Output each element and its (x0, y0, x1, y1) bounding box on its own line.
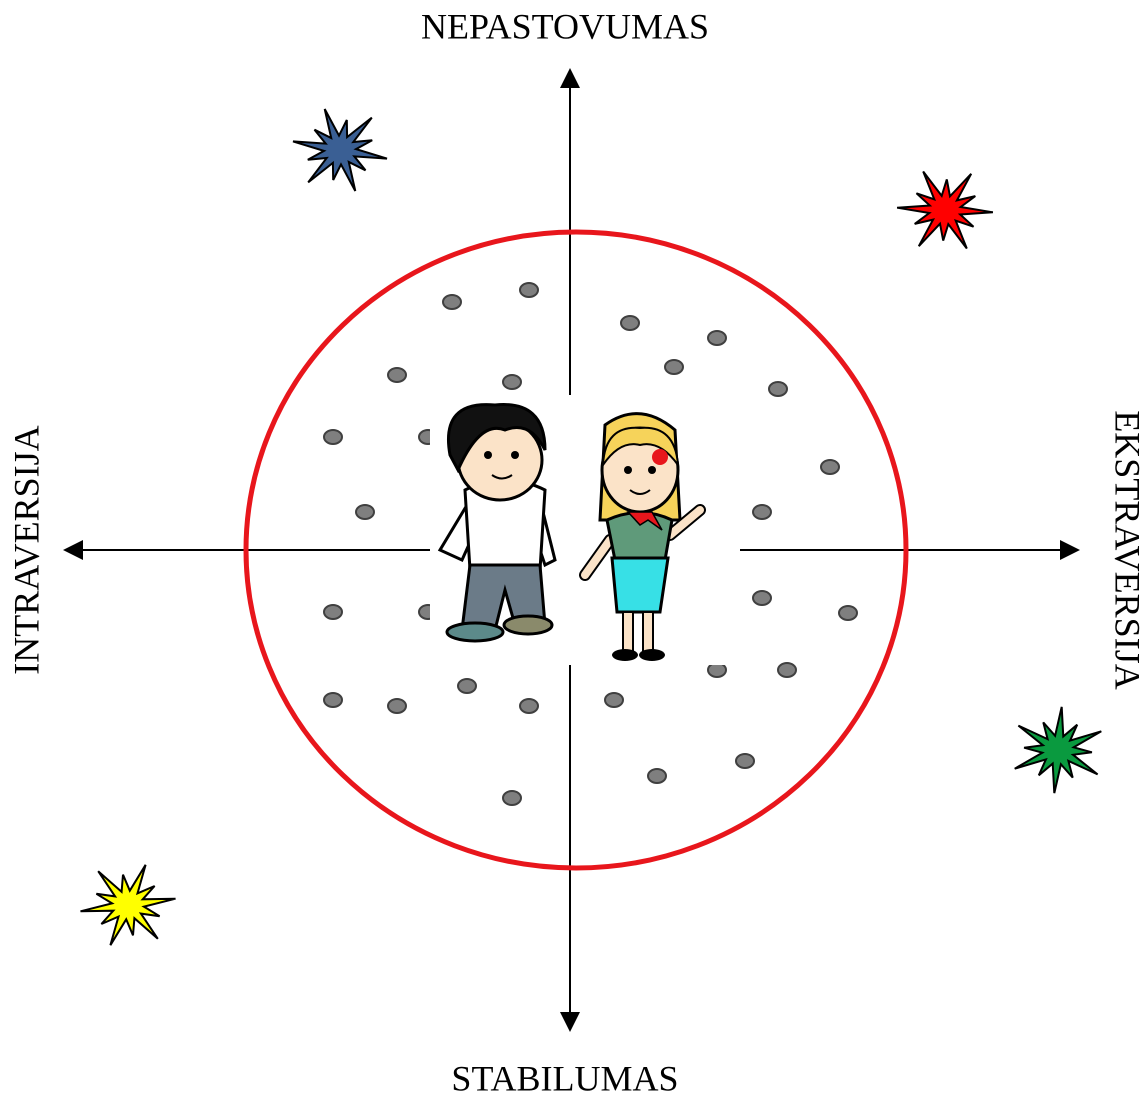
dot (708, 331, 726, 345)
dot (324, 430, 342, 444)
star (81, 865, 176, 945)
page: {"labels": {"top": "NEPASTOVUMAS", "bott… (0, 0, 1146, 1100)
star (897, 172, 993, 249)
dot (665, 360, 683, 374)
star (1015, 707, 1102, 793)
dot (356, 505, 374, 519)
dot (839, 606, 857, 620)
dot (753, 591, 771, 605)
dot (520, 283, 538, 297)
star (293, 109, 387, 191)
dot (605, 693, 623, 707)
dot (503, 375, 521, 389)
dot (821, 460, 839, 474)
dot (503, 791, 521, 805)
label-right: EKSTRAVERSIJA (1108, 410, 1146, 689)
label-top: NEPASTOVUMAS (421, 6, 709, 46)
dot (324, 605, 342, 619)
dot (458, 679, 476, 693)
dot (648, 769, 666, 783)
diagram: NEPASTOVUMAS STABILUMAS INTRAVERSIJA EKS… (0, 0, 1146, 1100)
label-left: INTRAVERSIJA (6, 425, 46, 674)
dot (324, 693, 342, 707)
dot (520, 699, 538, 713)
dot (621, 316, 639, 330)
dot (388, 699, 406, 713)
dot (443, 295, 461, 309)
dot (736, 754, 754, 768)
dot (778, 663, 796, 677)
dot (769, 382, 787, 396)
dot (708, 663, 726, 677)
dot (753, 505, 771, 519)
label-bottom: STABILUMAS (451, 1058, 678, 1098)
dot (388, 368, 406, 382)
